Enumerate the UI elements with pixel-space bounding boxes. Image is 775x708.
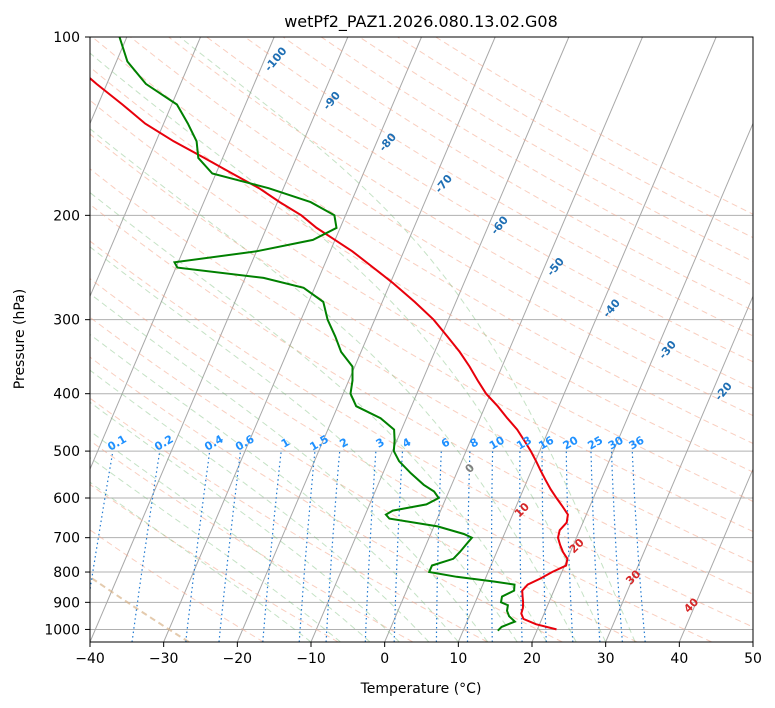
y-axis-title: Pressure (hPa) (12, 289, 28, 389)
x-tick-label: 20 (523, 651, 541, 667)
x-axis: −40 −30 −20 −10 0 10 20 30 40 50 (75, 642, 762, 667)
isotherm-line (678, 467, 753, 642)
mixing-ratio-line (631, 451, 646, 642)
x-tick-label: −10 (296, 651, 326, 667)
moist-adiabat-line (90, 52, 607, 642)
isotherm-line (531, 122, 753, 642)
x-axis-title: Temperature (°C) (360, 681, 482, 697)
x-tick-label: 50 (744, 651, 762, 667)
y-tick-label: 900 (53, 595, 80, 611)
moist-adiabat-line (90, 457, 341, 642)
mixing-ratio-line (262, 451, 282, 642)
isotherm-line (90, 37, 201, 298)
isotherm-line (457, 37, 717, 642)
y-tick-label: 100 (53, 30, 80, 46)
x-tick-label: 10 (449, 651, 467, 667)
y-tick-label: 800 (53, 565, 80, 581)
dry-adiabat-line (130, 37, 753, 417)
x-tick-label: 30 (597, 651, 615, 667)
y-tick-label: 200 (53, 208, 80, 224)
mixing-ratio-line (466, 451, 471, 642)
mixing-ratio-line (519, 451, 523, 642)
temperature-profile-line (90, 76, 569, 631)
mixing-ratio-line (185, 451, 211, 642)
dry-adiabat-line (168, 37, 753, 389)
reference-lines (90, 37, 753, 642)
x-tick-label: −20 (223, 651, 253, 667)
dry-adiabat-line (90, 483, 339, 642)
mixing-ratio-line (590, 451, 601, 642)
dry-adiabat-line (90, 240, 753, 628)
x-tick-label: −30 (149, 651, 179, 667)
mixing-ratio-line (131, 451, 161, 642)
y-axis: 100 200 300 400 500 600 700 800 900 1000 (44, 30, 90, 638)
moist-adiabat-line (90, 401, 400, 642)
isotherm-line (236, 37, 496, 642)
profile-lines (90, 37, 569, 632)
moist-adiabat-line (90, 481, 312, 642)
dry-adiabat-line (90, 99, 753, 502)
moist-adiabat-line (90, 333, 459, 642)
mixing-ratio-line (565, 451, 574, 642)
mixing-ratio-line (393, 451, 404, 642)
x-tick-label: −40 (75, 651, 105, 667)
mixing-ratio-line (325, 451, 341, 642)
y-tick-label: 700 (53, 531, 80, 547)
dry-adiabat-line (90, 316, 638, 642)
isotherm-line (163, 37, 422, 642)
mixing-ratio-line (218, 451, 242, 642)
dry-adiabat-line (90, 168, 753, 563)
x-tick-label: 0 (380, 651, 389, 667)
mixing-ratio-line (490, 451, 494, 642)
moist-adiabat-line (90, 128, 577, 642)
mixing-ratio-line (90, 450, 114, 594)
isotherm-line (90, 37, 349, 642)
dry-adiabat-line (90, 203, 753, 595)
y-tick-label: 600 (53, 491, 80, 507)
dry-adiabat-line (90, 278, 712, 642)
mixing-ratio-line (298, 451, 316, 642)
y-tick-label: 500 (53, 444, 80, 460)
isotherm-line (384, 37, 643, 642)
dewpoint-profile-line (118, 37, 517, 632)
mixing-ratio-line (364, 451, 377, 642)
y-tick-label: 400 (53, 387, 80, 403)
isotherm-line (90, 37, 275, 471)
mixing-ratio-line (541, 451, 547, 642)
chart-title: wetPf2_PAZ1.2026.080.13.02.G08 (284, 12, 558, 32)
dry-adiabat-line (90, 133, 753, 533)
isotherm-line (605, 295, 753, 642)
plot-frame (89, 36, 754, 643)
moist-adiabat-line (90, 430, 371, 642)
moist-adiabat-line (90, 293, 489, 642)
moist-adiabat-line (179, 37, 636, 642)
moist-adiabat-line (90, 191, 548, 642)
y-tick-label: 300 (53, 313, 80, 329)
dry-adiabat-line (282, 37, 753, 312)
dry-adiabat-line (90, 356, 563, 642)
y-tick-label: 1000 (44, 622, 80, 638)
mixing-ratio-line (435, 451, 442, 642)
dry-adiabat-line (244, 37, 753, 337)
mixing-ratio-line (610, 451, 623, 642)
dry-adiabat-line (91, 37, 753, 445)
moist-adiabat-line (90, 246, 518, 642)
dry-adiabat-line (90, 529, 264, 642)
x-tick-label: 40 (670, 651, 688, 667)
